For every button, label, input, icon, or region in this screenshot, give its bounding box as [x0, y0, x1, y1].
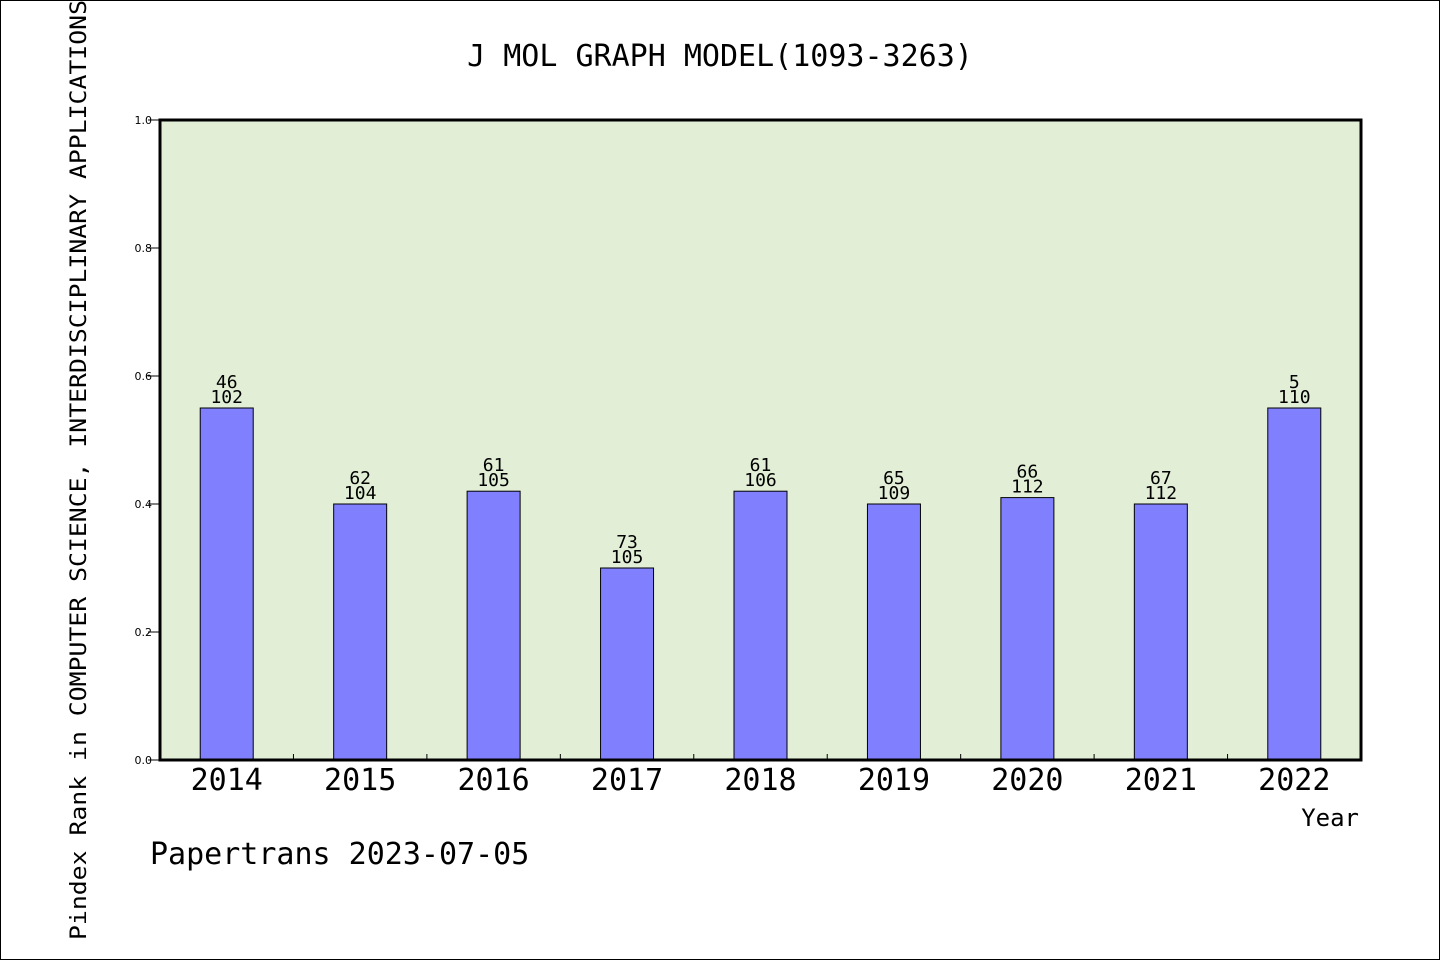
bar-rank-label: 67: [1150, 468, 1172, 489]
x-tick-label: 2018: [724, 763, 796, 798]
x-tick-label: 2021: [1125, 763, 1197, 798]
bar-rank-label: 66: [1017, 462, 1039, 483]
x-axis: 2014 2015 2016 2017 2018 2019 2020 2021 2022: [191, 754, 1330, 798]
bar-total-label: 110: [1278, 387, 1311, 408]
y-axis-label: Pindex Rank in COMPUTER SCIENCE, INTERDI…: [67, 0, 92, 940]
bar-total-label: 105: [611, 547, 644, 568]
bar-2016: [466, 490, 521, 761]
y-tick-label: 0.4: [135, 498, 153, 511]
bar-2015: [333, 503, 388, 761]
bar-rank-label: 5: [1289, 372, 1300, 393]
bar-total-label: 104: [344, 483, 377, 504]
bar-2022: [1267, 407, 1322, 761]
x-tick-label: 2019: [858, 763, 930, 798]
bar-total-label: 109: [878, 483, 911, 504]
x-axis-label: Year: [1301, 804, 1359, 832]
bar-rank-label: 73: [616, 532, 638, 553]
bar-rank-label: 61: [750, 455, 772, 476]
bar-total-label: 112: [1145, 483, 1178, 504]
chart-title: J MOL GRAPH MODEL(1093-3263): [467, 39, 973, 74]
bar-total-label: 105: [477, 470, 510, 491]
x-tick-label: 2016: [457, 763, 529, 798]
bar-rank-label: 46: [216, 372, 238, 393]
bar-2017: [600, 567, 655, 761]
bar-2018: [733, 490, 788, 761]
y-tick-label: 0.6: [135, 370, 153, 383]
y-tick-label: 0.0: [135, 754, 153, 767]
y-tick-label: 0.2: [135, 626, 153, 639]
bar-total-label: 106: [744, 470, 777, 491]
y-tick-label: 1.0: [135, 114, 153, 127]
x-tick-label: 2020: [991, 763, 1063, 798]
x-tick-label: 2017: [591, 763, 663, 798]
bar-2014: [199, 407, 254, 761]
bar-rank-label: 62: [349, 468, 371, 489]
plot-border: [158, 118, 1363, 762]
bar-2020: [1000, 497, 1055, 761]
bar-2021: [1133, 503, 1188, 761]
bar-2019: [866, 503, 921, 761]
x-tick-label: 2015: [324, 763, 396, 798]
bar-rank-label: 65: [883, 468, 905, 489]
y-tick-label: 0.8: [135, 242, 153, 255]
bar-total-label: 102: [210, 387, 243, 408]
x-tick-label: 2022: [1258, 763, 1330, 798]
bar-rank-label: 61: [483, 455, 505, 476]
x-tick-label: 2014: [191, 763, 263, 798]
footer-credit: Papertrans 2023-07-05: [150, 837, 529, 872]
bar-total-label: 112: [1011, 477, 1044, 498]
y-axis: 0.0 0.2 0.4 0.6 0.8 1.0: [135, 114, 160, 767]
